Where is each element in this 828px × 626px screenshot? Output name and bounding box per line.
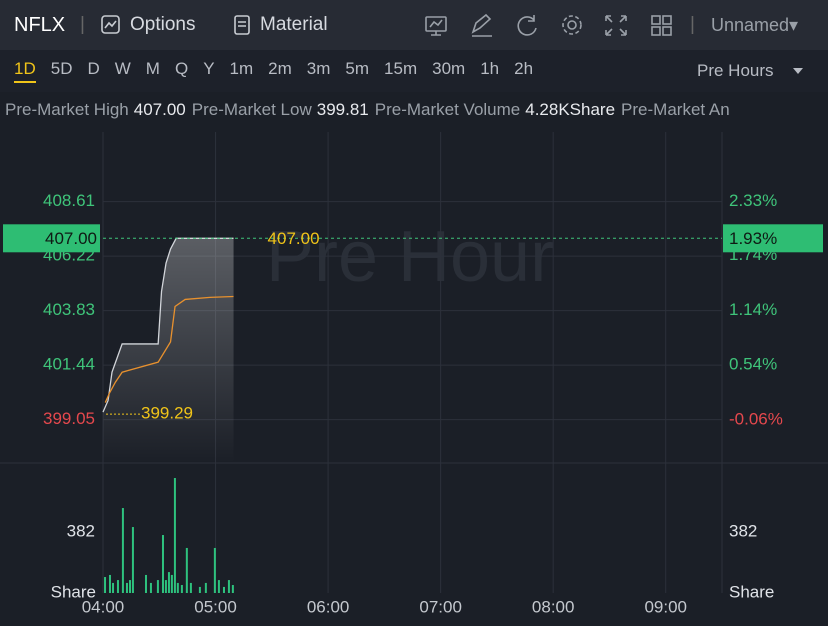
volume-bar (213, 547, 216, 593)
stats-bar: Pre-Market High 407.00 Pre-Market Low 399.8… (0, 92, 828, 128)
volume-bar (185, 547, 188, 593)
y2-tick-label: 2.33% (729, 191, 777, 210)
volume-bar (180, 585, 183, 593)
timeframe[interactable]: 1D (14, 59, 36, 83)
timeframe[interactable]: 5m (345, 59, 370, 78)
x-tick-label: 05:00 (194, 597, 237, 616)
volume-unit: Share (51, 582, 96, 601)
stats: Pre-Market High 407.00 Pre-Market Low 399.8… (5, 100, 735, 120)
y-tick-label: 403.83 (43, 300, 95, 319)
volume-unit: Share (729, 582, 774, 601)
volume-bar (217, 580, 220, 593)
volume-bar (204, 582, 207, 593)
timeframes: 1D 5D D W M Q Y 1m 2m 3m 5m 15m 30m 1h 2h (14, 59, 548, 83)
timeframe[interactable]: 15m (384, 59, 418, 78)
volume-bar (149, 582, 152, 593)
stat-label: Pre-Market High (5, 100, 129, 119)
stat-value: 399.81 (316, 100, 369, 119)
y-tick-label: 399.05 (43, 409, 95, 428)
volume-tick-label: 382 (67, 521, 95, 540)
volume-bar (176, 582, 179, 593)
volume-bar (161, 535, 164, 593)
volume-bar (125, 582, 128, 593)
x-tick-label: 04:00 (82, 597, 125, 616)
dropdown-arrow (793, 68, 803, 74)
volume-bar (104, 577, 107, 593)
stat-label: Pre-Market An (621, 100, 730, 119)
timeframe[interactable]: 30m (432, 59, 466, 78)
y-tick-label: 408.61 (43, 191, 95, 210)
material-icon (234, 15, 250, 35)
timeframe-bar: 1D 5D D W M Q Y 1m 2m 3m 5m 15m 30m 1h 2h Pre Hours (0, 50, 828, 92)
timeframe[interactable]: 3m (306, 59, 331, 78)
y2-tick-label: 1.14% (729, 300, 777, 319)
volume-bar (167, 572, 170, 593)
separator: | (690, 14, 695, 35)
volume-bar (156, 580, 159, 593)
separator: | (80, 14, 85, 35)
volume-bar (129, 580, 132, 593)
timeframe[interactable]: 2m (268, 59, 292, 78)
timeframe[interactable]: W (114, 59, 131, 78)
volume-bar (227, 580, 230, 593)
tab[interactable]: Options (130, 14, 196, 35)
volume-bar (121, 508, 124, 593)
volume-bar (189, 582, 192, 593)
series-line (104, 295, 234, 403)
timeframe[interactable]: Y (203, 59, 215, 78)
x-tick-label: 07:00 (419, 597, 462, 616)
timeframe[interactable]: M (145, 59, 160, 78)
layout-name[interactable]: Unnamed▾ (711, 14, 799, 35)
watermark: Pre Hour (266, 217, 554, 297)
pct-tag-label: 1.93% (729, 229, 777, 248)
options-icon (101, 15, 120, 34)
volume-bar (108, 574, 111, 593)
volume-bar (112, 582, 115, 593)
pct-tag (723, 224, 823, 253)
timeframe[interactable]: 2h (514, 59, 534, 78)
volume-bar (131, 527, 134, 593)
timeframe[interactable]: 1m (229, 59, 254, 78)
volume-bar (222, 586, 225, 593)
y2-tick-label: -0.06% (729, 410, 783, 429)
session[interactable]: Pre Hours (697, 61, 774, 80)
timeframe[interactable]: 5D (50, 59, 73, 78)
symbol[interactable]: NFLX (14, 13, 66, 36)
timeframe[interactable]: Q (174, 59, 189, 78)
volume-tick-label: 382 (729, 521, 757, 540)
volume-bar (144, 574, 147, 593)
volume-bar (231, 585, 234, 593)
price-tag (3, 224, 100, 253)
tool-icons[interactable] (420, 12, 690, 40)
timeframe[interactable]: 1h (480, 59, 500, 78)
series-line (102, 237, 234, 413)
stat-label: Pre-Market Volume (374, 100, 521, 119)
volume-bar (116, 580, 119, 593)
low-label: 399.29 (141, 404, 193, 423)
volume-bar (170, 574, 173, 593)
y-tick-label: 401.44 (43, 355, 95, 374)
x-tick-label: 06:00 (307, 597, 350, 616)
y2-tick-label: 0.54% (729, 355, 777, 374)
last-price-label: 407.00 (268, 229, 320, 248)
volume-bar (198, 586, 201, 593)
toolbar: NFLX | Options Material | Unnamed▾ (0, 0, 828, 50)
x-tick-label: 09:00 (644, 597, 687, 616)
tab[interactable]: Material (260, 14, 328, 35)
x-tick-label: 08:00 (532, 597, 575, 616)
price-tag-label: 407.00 (45, 229, 97, 248)
volume-bar (173, 478, 176, 593)
volume-bar (164, 580, 167, 593)
stat-value: 4.28KShare (525, 100, 616, 119)
price-area (103, 238, 234, 463)
stat-value: 407.00 (133, 100, 186, 119)
timeframe[interactable]: D (87, 59, 100, 78)
stat-label: Pre-Market Low (191, 100, 312, 119)
